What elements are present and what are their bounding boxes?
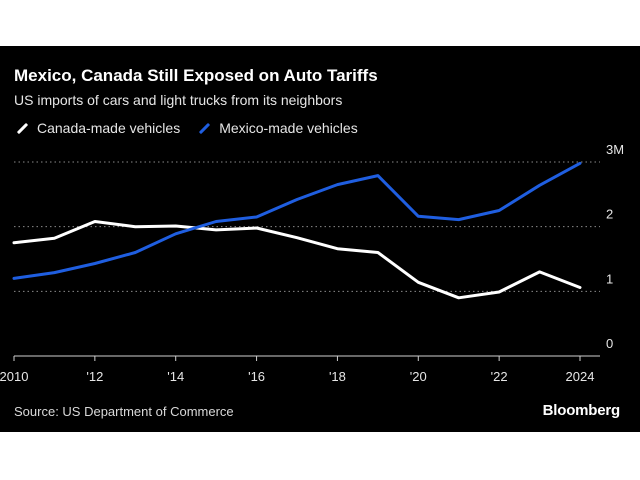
y-tick-label: 2 bbox=[606, 207, 613, 222]
series-line-mexico bbox=[12, 161, 582, 280]
x-tick-label: '18 bbox=[329, 369, 346, 384]
chart-subtitle: US imports of cars and light trucks from… bbox=[14, 92, 343, 108]
source-note: Source: US Department of Commerce bbox=[14, 404, 234, 419]
chart-title: Mexico, Canada Still Exposed on Auto Tar… bbox=[14, 66, 378, 85]
y-tick-label: 0 bbox=[606, 336, 613, 351]
legend-item-canada: Canada-made vehicles bbox=[14, 120, 180, 136]
chart-card: Mexico, Canada Still Exposed on Auto Tar… bbox=[0, 46, 640, 432]
legend-item-mexico: Mexico-made vehicles bbox=[196, 120, 358, 136]
legend: Canada-made vehicles Mexico-made vehicle… bbox=[14, 120, 374, 136]
x-tick-label: 2024 bbox=[566, 369, 595, 384]
x-tick-label: '16 bbox=[248, 369, 265, 384]
x-tick-label: '20 bbox=[410, 369, 427, 384]
y-tick-label: 1 bbox=[606, 271, 613, 286]
bloomberg-logo: Bloomberg bbox=[542, 402, 621, 419]
legend-label-mexico: Mexico-made vehicles bbox=[219, 120, 358, 136]
x-tick-label: '12 bbox=[86, 369, 103, 384]
x-tick-label: '22 bbox=[491, 369, 508, 384]
line-chart: 3M 2 1 0 2010 '12 '14 '16 '18 '20 '22 2024 bbox=[0, 142, 624, 384]
x-tick-label: '14 bbox=[167, 369, 184, 384]
x-tick-label: 2010 bbox=[0, 369, 28, 384]
series-line-canada bbox=[12, 220, 582, 300]
legend-label-canada: Canada-made vehicles bbox=[37, 120, 181, 136]
y-tick-label: 3M bbox=[606, 142, 624, 157]
